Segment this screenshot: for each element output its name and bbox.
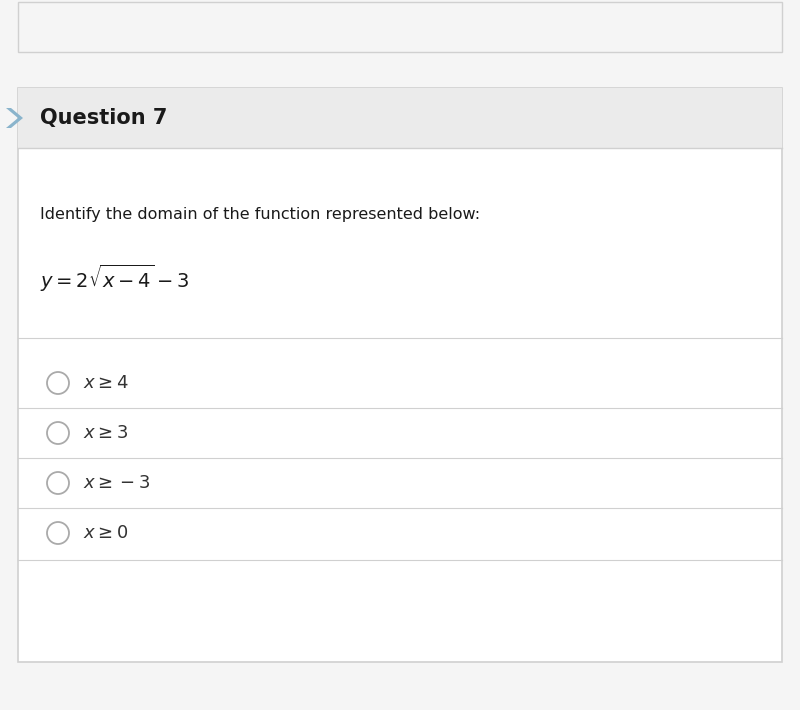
Text: Identify the domain of the function represented below:: Identify the domain of the function repr…: [40, 207, 480, 222]
FancyBboxPatch shape: [18, 2, 782, 52]
Text: $x \geq -3$: $x \geq -3$: [83, 474, 150, 492]
FancyBboxPatch shape: [18, 88, 782, 148]
Text: $x \geq 0$: $x \geq 0$: [83, 524, 128, 542]
Polygon shape: [6, 108, 23, 128]
Text: $y = 2\sqrt{x - 4} - 3$: $y = 2\sqrt{x - 4} - 3$: [40, 263, 190, 293]
Text: Question 7: Question 7: [40, 108, 167, 128]
FancyBboxPatch shape: [18, 88, 782, 662]
Text: $x \geq 4$: $x \geq 4$: [83, 374, 129, 392]
Text: $x \geq 3$: $x \geq 3$: [83, 424, 128, 442]
